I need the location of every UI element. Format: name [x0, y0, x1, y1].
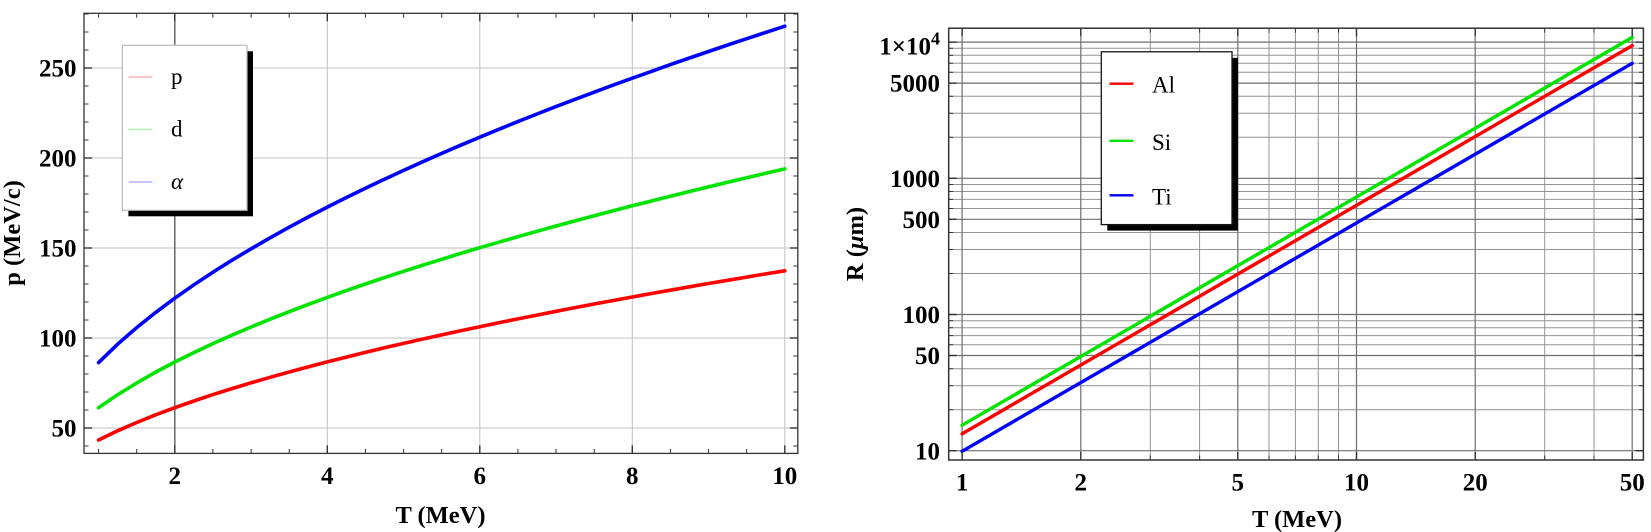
svg-text:150: 150	[39, 236, 77, 263]
svg-text:2: 2	[169, 463, 182, 490]
svg-text:50: 50	[52, 416, 77, 443]
svg-text:250: 250	[39, 56, 77, 83]
svg-text:Ti: Ti	[1152, 184, 1172, 209]
svg-text:4: 4	[321, 463, 334, 490]
svg-text:Si: Si	[1152, 130, 1171, 155]
svg-text:p (MeV/c): p (MeV/c)	[0, 180, 26, 285]
svg-text:10: 10	[772, 463, 797, 490]
svg-text:1000: 1000	[890, 166, 940, 193]
svg-text:20: 20	[1463, 470, 1488, 497]
svg-text:R (μm): R (μm)	[842, 207, 869, 281]
svg-text:50: 50	[915, 343, 940, 370]
svg-text:d: d	[171, 117, 183, 142]
svg-text:500: 500	[903, 207, 941, 234]
svg-text:Al: Al	[1152, 73, 1175, 98]
svg-text:8: 8	[626, 463, 639, 490]
svg-text:T (MeV): T (MeV)	[1252, 506, 1342, 532]
svg-text:T (MeV): T (MeV)	[395, 502, 485, 529]
svg-text:1: 1	[956, 470, 969, 497]
svg-text:p: p	[171, 64, 183, 89]
svg-text:2: 2	[1075, 470, 1088, 497]
svg-text:10: 10	[1344, 470, 1369, 497]
svg-text:6: 6	[474, 463, 487, 490]
svg-text:1×104: 1×104	[879, 29, 940, 61]
svg-text:10: 10	[915, 438, 940, 465]
svg-text:5: 5	[1232, 470, 1245, 497]
svg-text:5000: 5000	[890, 71, 940, 98]
svg-text:α: α	[171, 169, 184, 194]
svg-text:100: 100	[39, 326, 77, 353]
svg-text:200: 200	[39, 146, 77, 173]
svg-text:50: 50	[1620, 470, 1645, 497]
svg-text:100: 100	[903, 302, 941, 329]
